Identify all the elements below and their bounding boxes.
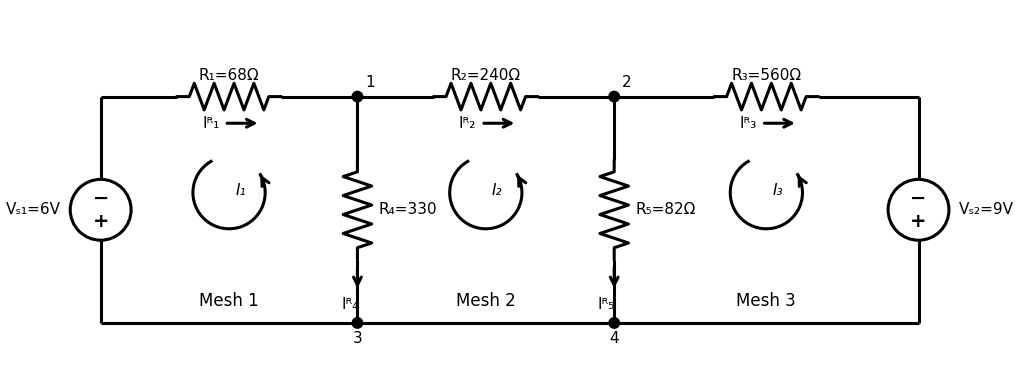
Circle shape bbox=[353, 318, 363, 328]
Text: −: − bbox=[93, 189, 109, 208]
Text: Vₛ₁=6V: Vₛ₁=6V bbox=[6, 202, 61, 217]
Text: Iᴿ₁: Iᴿ₁ bbox=[202, 116, 219, 131]
Text: Mesh 2: Mesh 2 bbox=[455, 292, 516, 310]
Text: I₃: I₃ bbox=[772, 183, 783, 198]
Text: R₅=82Ω: R₅=82Ω bbox=[635, 202, 696, 217]
Text: Iᴿ₅: Iᴿ₅ bbox=[598, 297, 615, 312]
Text: 4: 4 bbox=[609, 331, 619, 346]
Text: Iᴿ₂: Iᴿ₂ bbox=[459, 116, 476, 131]
Text: 2: 2 bbox=[622, 75, 632, 90]
Circle shape bbox=[353, 92, 363, 102]
Circle shape bbox=[609, 92, 620, 102]
Text: R₃=560Ω: R₃=560Ω bbox=[732, 68, 801, 83]
Circle shape bbox=[609, 318, 620, 328]
Text: +: + bbox=[910, 212, 926, 231]
Text: I₁: I₁ bbox=[235, 183, 246, 198]
Text: 1: 1 bbox=[365, 75, 375, 90]
Text: −: − bbox=[910, 189, 926, 208]
Text: Mesh 3: Mesh 3 bbox=[737, 292, 796, 310]
Text: R₄=330: R₄=330 bbox=[378, 202, 437, 217]
Text: +: + bbox=[93, 212, 109, 231]
Text: Vₛ₂=9V: Vₛ₂=9V bbox=[959, 202, 1014, 217]
Text: Iᴿ₃: Iᴿ₃ bbox=[740, 116, 757, 131]
Text: R₂=240Ω: R₂=240Ω bbox=[450, 68, 521, 83]
Text: 3: 3 bbox=[353, 331, 363, 346]
Text: Mesh 1: Mesh 1 bbox=[199, 292, 259, 310]
Text: R₁=68Ω: R₁=68Ω bbox=[199, 68, 260, 83]
Text: I₂: I₂ bbox=[492, 183, 502, 198]
Text: Iᴿ₄: Iᴿ₄ bbox=[341, 297, 359, 312]
